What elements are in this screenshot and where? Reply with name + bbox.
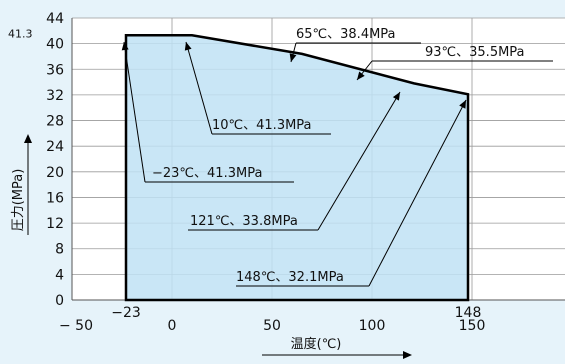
x-axis-title: 温度(℃) xyxy=(291,336,342,352)
y-tick-label: 8 xyxy=(55,242,64,258)
annotation-arrowhead xyxy=(459,100,466,109)
x-tick-label: − 50 xyxy=(59,318,93,334)
y-tick-label: 4 xyxy=(55,267,64,283)
x-tick-label-extra: −23 xyxy=(111,305,141,321)
annotation-leader xyxy=(185,41,213,135)
x-axis-arrowhead xyxy=(403,351,412,359)
annotation-label: −23℃、41.3MPa xyxy=(152,166,262,181)
y-tick-label: 28 xyxy=(46,114,64,130)
annotation-arrowhead xyxy=(392,92,400,101)
y-axis-title-group: 圧力(MPa) xyxy=(11,134,32,235)
y-tick-label-extra: 41.3 xyxy=(8,27,33,40)
annotation-arrowhead xyxy=(357,71,365,80)
y-tick-label: 36 xyxy=(46,62,64,78)
tick-labels: 0 4 8 12 16 20 24 28 32 36 40 44 41.3 − 50 0 50 100 150 −2… xyxy=(8,11,485,334)
annotation-leader xyxy=(317,91,401,231)
x-tick-label: 100 xyxy=(359,318,386,334)
annotation-arrowhead xyxy=(121,42,129,51)
x-tick-label: 0 xyxy=(168,318,177,334)
y-tick-label: 20 xyxy=(46,165,64,181)
annotation-arrowhead xyxy=(289,53,297,62)
y-tick-label: 12 xyxy=(46,216,64,232)
annotation-label: 10℃、41.3MPa xyxy=(212,118,312,133)
annotation-leaders xyxy=(121,41,553,287)
x-tick-label: 150 xyxy=(459,318,486,334)
y-tick-label: 24 xyxy=(46,139,64,155)
y-axis-title: 圧力(MPa) xyxy=(11,169,26,232)
y-tick-label: 40 xyxy=(46,37,64,53)
annotation-leader xyxy=(123,41,146,183)
annotation-arrowhead xyxy=(184,42,192,51)
x-axis-title-group: 温度(℃) xyxy=(262,336,412,359)
y-tick-label: 0 xyxy=(55,293,64,309)
y-tick-label: 44 xyxy=(46,11,64,27)
y-tick-label: 32 xyxy=(46,88,64,104)
y-tick-label: 16 xyxy=(46,190,64,206)
annotation-label: 93℃、35.5MPa xyxy=(425,45,525,60)
annotation-leader xyxy=(368,99,467,287)
annotation-label: 148℃、32.1MPa xyxy=(236,270,344,285)
operating-region xyxy=(124,34,470,302)
x-tick-label-extra: 148 xyxy=(455,305,482,321)
y-axis-arrowhead xyxy=(24,134,32,143)
annotation-labels: 65℃、38.4MPa 93℃、35.5MPa 10℃、41.3MPa −23℃、41… xyxy=(152,27,525,285)
x-tick-label: 50 xyxy=(263,318,281,334)
annotation-label: 65℃、38.4MPa xyxy=(296,27,396,42)
annotation-label: 121℃、33.8MPa xyxy=(190,214,298,229)
